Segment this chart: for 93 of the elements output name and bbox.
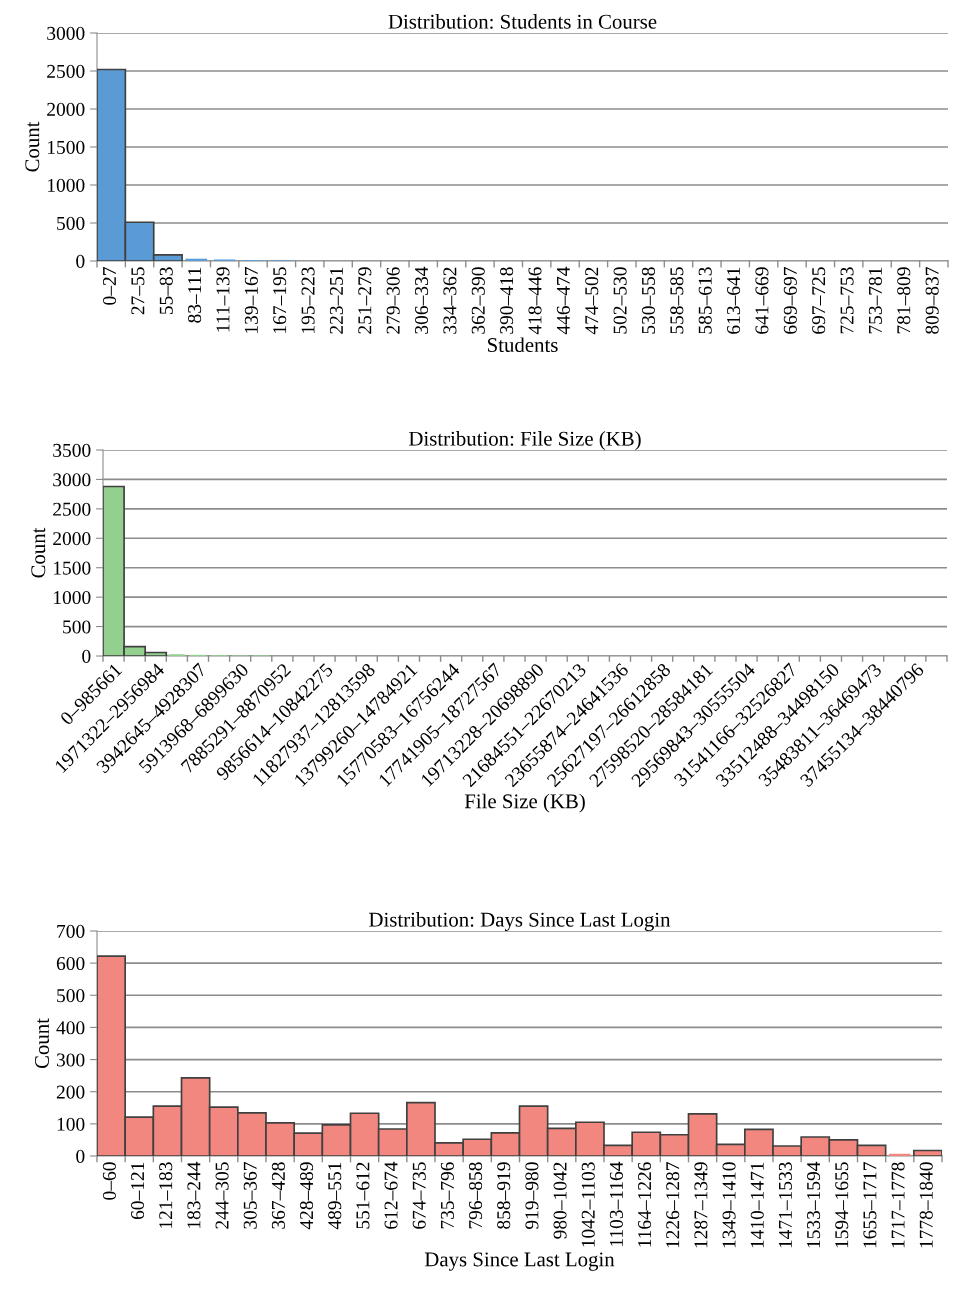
x-tick-label: 669–697 xyxy=(783,267,797,334)
x-tick-label: 362–390 xyxy=(471,267,485,334)
x-tick-label: 418–446 xyxy=(528,267,542,335)
x-tick-label: 502–530 xyxy=(613,267,627,334)
x-tick-label: 585–613 xyxy=(698,267,712,334)
y-tick-label: 0 xyxy=(76,254,85,268)
x-tick-label: 390–418 xyxy=(500,267,514,334)
x-tick-label: 1533–1594 xyxy=(807,1161,821,1248)
y-tick-label: 500 xyxy=(57,989,85,1003)
x-axis-title: Students xyxy=(488,337,558,353)
x-tick-label: 474–502 xyxy=(585,267,599,335)
x-tick-label: 60–121 xyxy=(131,1162,145,1220)
y-tick-label: 700 xyxy=(57,924,85,938)
x-tick-label: 223–251 xyxy=(329,267,343,334)
x-tick-label: 428–489 xyxy=(300,1162,314,1230)
y-tick-label: 3500 xyxy=(53,443,91,457)
x-tick-label: 111–139 xyxy=(216,267,230,332)
chart-title: Distribution: Days Since Last Login xyxy=(369,912,671,931)
y-axis-title: Count xyxy=(25,121,40,172)
y-tick-label: 2500 xyxy=(47,64,85,78)
x-tick-label: 1349–1410 xyxy=(722,1162,736,1248)
x-tick-label: 1103–1164 xyxy=(609,1161,623,1246)
y-axis-title: Count xyxy=(31,527,46,578)
x-tick-label: 980–1042 xyxy=(553,1162,567,1239)
x-tick-label: 244–305 xyxy=(215,1162,229,1229)
x-tick-label: 781–809 xyxy=(897,267,911,334)
y-tick-label: 100 xyxy=(57,1117,85,1131)
x-tick-label: 1471–1533 xyxy=(778,1162,792,1248)
x-tick-label: 1410–1471 xyxy=(750,1162,764,1248)
x-tick-label: 1655–1717 xyxy=(863,1162,877,1248)
y-tick-label: 600 xyxy=(56,956,85,971)
x-tick-label: 139–167 xyxy=(244,267,258,333)
y-tick-label: 2000 xyxy=(53,532,91,546)
x-tick-label: 613–641 xyxy=(727,267,741,334)
y-tick-label: 0 xyxy=(82,649,91,663)
x-tick-label: 796–858 xyxy=(469,1162,483,1229)
y-axis-title: Count xyxy=(35,1018,50,1069)
x-axis-title: Days Since Last Login xyxy=(424,1252,615,1271)
x-tick-label: 1164–1226 xyxy=(638,1162,652,1247)
x-axis-title: File Size (KB) xyxy=(464,793,585,813)
y-tick-label: 200 xyxy=(56,1085,85,1099)
x-tick-label: 121–183 xyxy=(159,1162,173,1228)
y-tick-label: 400 xyxy=(56,1021,85,1035)
chart-title: Distribution: File Size (KB) xyxy=(409,431,641,450)
x-tick-label: 1226–1287 xyxy=(666,1162,680,1248)
x-tick-label: 674–735 xyxy=(412,1162,426,1229)
x-tick-label: 697–725 xyxy=(812,267,826,334)
y-tick-label: 3000 xyxy=(53,473,91,487)
x-tick-label: 27–55 xyxy=(131,267,145,315)
x-tick-label: 0–27 xyxy=(102,267,117,305)
x-tick-label: 251–279 xyxy=(358,267,372,334)
y-tick-label: 300 xyxy=(56,1053,85,1067)
y-tick-label: 1500 xyxy=(48,140,85,154)
x-tick-label: 530–558 xyxy=(641,267,656,334)
x-tick-label: 1287–1349 xyxy=(694,1162,708,1248)
x-tick-label: 55–83 xyxy=(159,267,173,315)
y-tick-label: 3000 xyxy=(47,26,85,40)
y-tick-label: 2500 xyxy=(53,502,91,516)
x-tick-label: 167–195 xyxy=(273,267,287,333)
x-tick-label: 1717–1778 xyxy=(891,1162,905,1248)
x-tick-label: 305–367 xyxy=(243,1162,257,1229)
y-tick-label: 1500 xyxy=(54,561,91,575)
x-tick-label: 1778–1840 xyxy=(919,1162,933,1248)
x-tick-label: 919–980 xyxy=(525,1162,539,1229)
bar xyxy=(912,1149,942,1156)
x-tick-label: 183–244 xyxy=(187,1161,201,1228)
x-tick-label: 446–474 xyxy=(556,266,570,335)
y-tick-label: 1000 xyxy=(54,590,91,605)
x-tick-label: 641–669 xyxy=(755,267,769,334)
y-tick-label: 500 xyxy=(63,620,91,634)
x-tick-label: 558–585 xyxy=(670,267,684,334)
x-tick-label: 612–674 xyxy=(384,1161,398,1229)
x-tick-label: 1042–1103 xyxy=(581,1162,595,1247)
y-tick-label: 2000 xyxy=(47,102,85,116)
chart-title: Distribution: Students in Course xyxy=(388,14,657,29)
x-tick-label: 489–551 xyxy=(328,1162,342,1230)
x-tick-label: 0–60 xyxy=(102,1162,116,1200)
x-tick-label: 753–781 xyxy=(868,267,882,334)
x-tick-label: 195–223 xyxy=(301,267,315,333)
x-tick-label: 1594–1655 xyxy=(835,1162,849,1248)
y-tick-label: 0 xyxy=(76,1149,85,1163)
y-tick-label: 500 xyxy=(57,216,85,230)
x-tick-label: 334–362 xyxy=(443,267,457,334)
x-tick-label: 809–837 xyxy=(925,267,939,334)
x-tick-label: 858–919 xyxy=(497,1162,511,1229)
x-tick-label: 279–306 xyxy=(386,267,400,334)
x-tick-label: 367–428 xyxy=(271,1162,285,1229)
x-tick-label: 725–753 xyxy=(840,267,854,334)
x-tick-label: 735–796 xyxy=(440,1162,454,1229)
x-tick-label: 306–334 xyxy=(414,266,429,334)
x-tick-label: 83–111 xyxy=(188,267,202,323)
x-tick-label: 551–612 xyxy=(356,1162,370,1229)
y-tick-label: 1000 xyxy=(48,178,85,192)
